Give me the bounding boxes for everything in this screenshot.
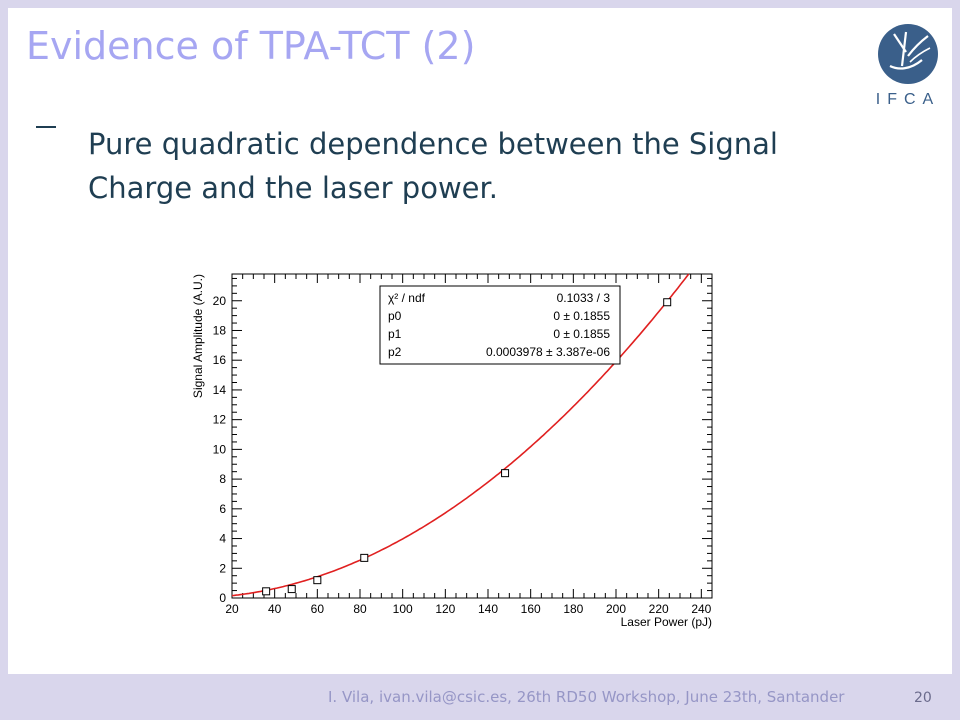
y-tick-label: 10 bbox=[213, 442, 227, 456]
stats-value: 0 ± 0.1855 bbox=[553, 327, 610, 341]
y-tick-label: 2 bbox=[219, 561, 226, 575]
page-number: 20 bbox=[914, 690, 932, 706]
slide-title: Evidence of TPA-TCT (2) bbox=[26, 24, 476, 68]
data-point bbox=[360, 553, 369, 562]
data-point bbox=[287, 585, 296, 594]
x-tick-label: 240 bbox=[691, 602, 711, 616]
x-tick-label: 40 bbox=[268, 602, 282, 616]
y-tick-label: 12 bbox=[213, 413, 227, 427]
x-tick-label: 20 bbox=[225, 602, 239, 616]
y-tick-label: 0 bbox=[219, 591, 226, 605]
stats-box bbox=[379, 285, 621, 365]
y-axis-label: Signal Amplitude (A.U.) bbox=[191, 274, 205, 398]
x-tick-label: 60 bbox=[311, 602, 325, 616]
y-tick-label: 6 bbox=[219, 502, 226, 516]
stats-value: 0 ± 0.1855 bbox=[553, 309, 610, 323]
chart: 20 40 60 80 100 120 140 160 180 200 220 240 0 2 4 6 8 10 1… bbox=[191, 273, 713, 629]
y-tick-label: 18 bbox=[213, 323, 227, 337]
x-tick-label: 220 bbox=[649, 602, 669, 616]
x-tick-label: 180 bbox=[563, 602, 583, 616]
stats-label: χ² / ndf bbox=[388, 291, 426, 305]
x-tick-label: 140 bbox=[478, 602, 498, 616]
stats-value: 0.0003978 ± 3.387e-06 bbox=[486, 345, 610, 359]
x-tick-label: 120 bbox=[435, 602, 455, 616]
y-tick-label: 16 bbox=[213, 353, 227, 367]
y-tick-label: 4 bbox=[219, 532, 226, 546]
stats-label: p0 bbox=[388, 309, 402, 323]
logo-text: IFCA bbox=[876, 91, 940, 108]
data-point bbox=[313, 576, 322, 585]
x-tick-label: 80 bbox=[353, 602, 367, 616]
data-point bbox=[262, 587, 271, 596]
stats-label: p1 bbox=[388, 327, 402, 341]
y-tick-label: 8 bbox=[219, 472, 226, 486]
footer-text: I. Vila, ivan.vila@csic.es, 26th RD50 Wo… bbox=[328, 688, 845, 706]
bullet-dash bbox=[36, 126, 56, 128]
x-tick-label: 100 bbox=[393, 602, 413, 616]
plot-frame bbox=[231, 273, 713, 599]
data-point bbox=[663, 298, 672, 307]
x-tick-label: 160 bbox=[521, 602, 541, 616]
x-tick-label: 200 bbox=[606, 602, 626, 616]
ifca-logo-icon: IFCA bbox=[876, 24, 940, 108]
x-axis-label: Laser Power (pJ) bbox=[621, 615, 712, 629]
stats-label: p2 bbox=[388, 345, 402, 359]
bullet-text: Pure quadratic dependence between the Si… bbox=[88, 127, 778, 205]
data-point bbox=[501, 469, 510, 478]
stats-value: 0.1033 / 3 bbox=[557, 291, 611, 305]
y-tick-label: 20 bbox=[213, 294, 227, 308]
y-tick-label: 14 bbox=[213, 383, 227, 397]
